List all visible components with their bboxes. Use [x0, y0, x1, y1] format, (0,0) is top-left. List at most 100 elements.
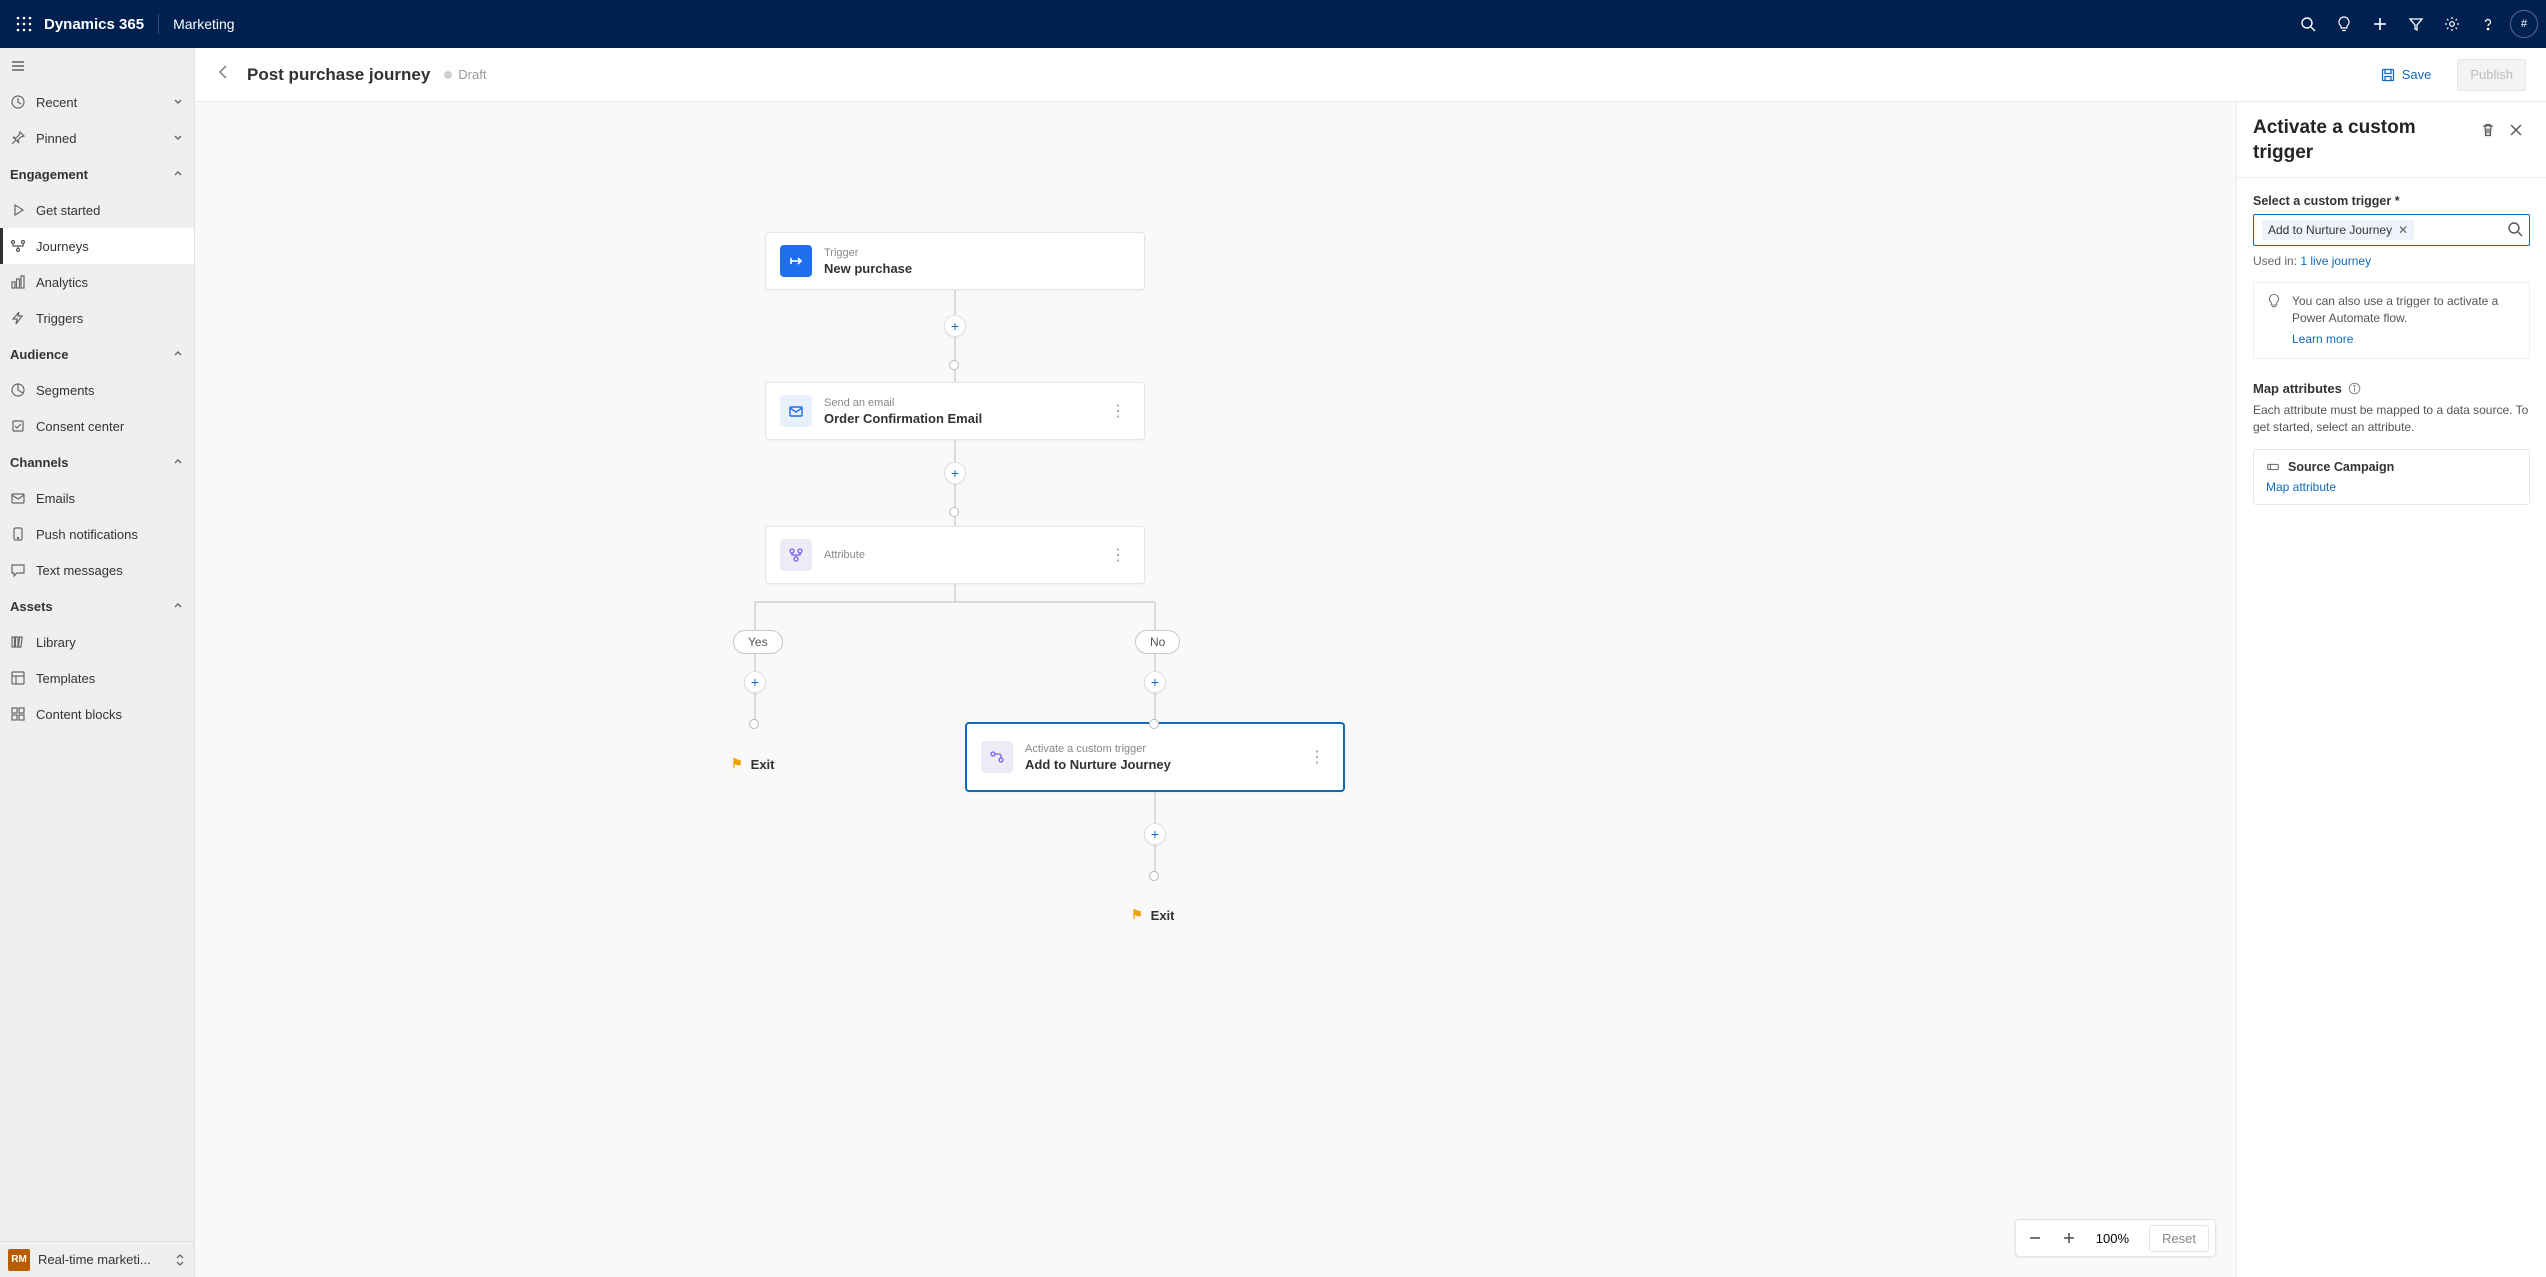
left-sidebar: Recent Pinned Engagement Get started Jou…	[0, 48, 195, 1277]
section-label: Channels	[10, 455, 69, 470]
nav-text[interactable]: Text messages	[0, 552, 194, 588]
section-assets[interactable]: Assets	[0, 588, 194, 624]
info-tip: You can also use a trigger to activate a…	[2253, 282, 2530, 358]
sidebar-toggle[interactable]	[0, 48, 194, 84]
learn-more-link[interactable]: Learn more	[2292, 331, 2517, 348]
nav-triggers[interactable]: Triggers	[0, 300, 194, 336]
nav-label: Triggers	[36, 311, 83, 326]
selected-trigger-chip: Add to Nurture Journey ✕	[2262, 220, 2414, 240]
area-badge: RM	[8, 1249, 30, 1271]
clear-icon[interactable]: ✕	[2398, 223, 2408, 237]
end-dot-no	[1149, 719, 1159, 729]
add-after-trigger[interactable]: +	[944, 315, 966, 337]
map-attribute-link[interactable]: Map attribute	[2266, 480, 2517, 494]
area-switcher[interactable]: RM Real-time marketi...	[0, 1241, 194, 1277]
search-icon[interactable]	[2290, 0, 2326, 48]
nav-label: Segments	[36, 383, 95, 398]
delete-button[interactable]	[2474, 116, 2502, 144]
field-icon	[2266, 460, 2280, 474]
node-attribute[interactable]: Attribute⋮	[765, 526, 1145, 584]
publish-label: Publish	[2470, 67, 2513, 82]
triggers-icon	[10, 310, 26, 326]
status-badge: Draft	[444, 67, 486, 82]
nav-analytics[interactable]: Analytics	[0, 264, 194, 300]
branch-yes-pill[interactable]: Yes	[733, 630, 783, 654]
used-in-link[interactable]: 1 live journey	[2300, 254, 2371, 268]
nav-consent-center[interactable]: Consent center	[0, 408, 194, 444]
nav-push[interactable]: Push notifications	[0, 516, 194, 552]
journey-canvas[interactable]: TriggerNew purchase Send an emailOrder Co…	[195, 102, 2236, 1277]
nav-content-blocks[interactable]: Content blocks	[0, 696, 194, 732]
section-audience[interactable]: Audience	[0, 336, 194, 372]
node-trigger[interactable]: TriggerNew purchase	[765, 232, 1145, 290]
chevron-down-icon	[172, 131, 184, 146]
end-dot-yes	[749, 719, 759, 729]
node-type-label: Activate a custom trigger	[1025, 743, 1171, 755]
section-engagement[interactable]: Engagement	[0, 156, 194, 192]
end-dot-2	[949, 507, 959, 517]
search-icon[interactable]	[2507, 221, 2523, 240]
chevron-up-icon	[172, 167, 184, 182]
tip-text: You can also use a trigger to activate a…	[2292, 294, 2498, 325]
branch-no-pill[interactable]: No	[1135, 630, 1180, 654]
nav-label: Get started	[36, 203, 100, 218]
user-avatar[interactable]: #	[2510, 10, 2538, 38]
app-name: Marketing	[173, 16, 234, 32]
help-icon[interactable]	[2470, 0, 2506, 48]
chevron-up-icon	[172, 347, 184, 362]
add-after-email[interactable]: +	[944, 462, 966, 484]
section-label: Engagement	[10, 167, 88, 182]
properties-panel: Activate a custom trigger Select a custo…	[2236, 102, 2546, 1277]
node-email[interactable]: Send an emailOrder Confirmation Email⋮	[765, 382, 1145, 440]
nav-label: Text messages	[36, 563, 123, 578]
status-text: Draft	[458, 67, 486, 82]
nav-segments[interactable]: Segments	[0, 372, 194, 408]
zoom-level: 100%	[2090, 1231, 2135, 1246]
zoom-reset-button[interactable]: Reset	[2149, 1225, 2209, 1252]
node-title: Add to Nurture Journey	[1025, 757, 1171, 772]
chevron-up-icon	[172, 455, 184, 470]
close-button[interactable]	[2502, 116, 2530, 144]
nav-recent[interactable]: Recent	[0, 84, 194, 120]
save-button[interactable]: Save	[2368, 59, 2444, 91]
nav-label: Journeys	[36, 239, 89, 254]
content-area: Post purchase journey Draft Save Publish…	[195, 48, 2546, 1277]
map-attributes-desc: Each attribute must be mapped to a data …	[2253, 402, 2530, 436]
add-after-custom[interactable]: +	[1144, 823, 1166, 845]
add-yes-branch[interactable]: +	[744, 671, 766, 693]
app-launcher-icon[interactable]	[8, 8, 40, 40]
clock-icon	[10, 94, 26, 110]
node-more-button[interactable]: ⋮	[1106, 545, 1130, 565]
attribute-card[interactable]: Source Campaign Map attribute	[2253, 449, 2530, 505]
filter-icon[interactable]	[2398, 0, 2434, 48]
nav-label: Consent center	[36, 419, 124, 434]
nav-label: Content blocks	[36, 707, 122, 722]
nav-label: Push notifications	[36, 527, 138, 542]
updown-icon	[174, 1253, 186, 1267]
node-more-button[interactable]: ⋮	[1106, 401, 1130, 421]
zoom-in-button[interactable]	[2056, 1225, 2082, 1251]
add-no-branch[interactable]: +	[1144, 671, 1166, 693]
nav-pinned[interactable]: Pinned	[0, 120, 194, 156]
push-icon	[10, 526, 26, 542]
nav-label: Emails	[36, 491, 75, 506]
nav-templates[interactable]: Templates	[0, 660, 194, 696]
node-more-button[interactable]: ⋮	[1305, 747, 1329, 767]
node-custom-trigger[interactable]: Activate a custom trigger Add to Nurture …	[965, 722, 1345, 792]
back-button[interactable]	[215, 63, 233, 86]
section-label: Assets	[10, 599, 53, 614]
trigger-lookup[interactable]: Add to Nurture Journey ✕	[2253, 214, 2530, 246]
nav-library[interactable]: Library	[0, 624, 194, 660]
nav-get-started[interactable]: Get started	[0, 192, 194, 228]
nav-journeys[interactable]: Journeys	[0, 228, 194, 264]
settings-icon[interactable]	[2434, 0, 2470, 48]
email-icon	[10, 490, 26, 506]
blocks-icon	[10, 706, 26, 722]
nav-label: Analytics	[36, 275, 88, 290]
lightbulb-icon[interactable]	[2326, 0, 2362, 48]
zoom-out-button[interactable]	[2022, 1225, 2048, 1251]
attribute-name: Source Campaign	[2288, 460, 2394, 474]
add-icon[interactable]	[2362, 0, 2398, 48]
nav-emails[interactable]: Emails	[0, 480, 194, 516]
section-channels[interactable]: Channels	[0, 444, 194, 480]
